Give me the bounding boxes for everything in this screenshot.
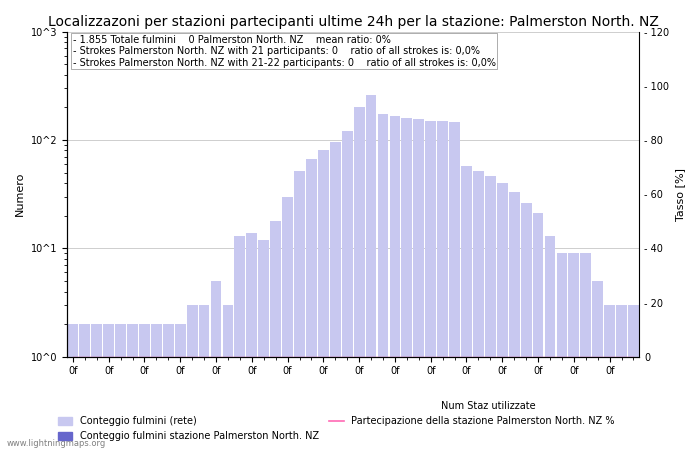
Bar — [592, 281, 603, 450]
Bar — [175, 324, 186, 450]
Bar — [258, 240, 269, 450]
Bar — [438, 121, 448, 450]
Bar — [306, 159, 317, 450]
Bar — [151, 324, 162, 450]
Bar — [365, 95, 377, 450]
Bar — [509, 192, 519, 450]
Y-axis label: Tasso [%]: Tasso [%] — [675, 168, 685, 220]
Bar — [461, 166, 472, 450]
Bar — [342, 131, 353, 450]
Bar — [414, 119, 424, 450]
Bar — [79, 324, 90, 450]
Text: - 1.855 Totale fulmini    0 Palmerston North. NZ    mean ratio: 0%
- Strokes Pal: - 1.855 Totale fulmini 0 Palmerston Nort… — [73, 35, 496, 68]
Bar — [521, 203, 531, 450]
Bar — [282, 197, 293, 450]
Bar — [163, 324, 174, 450]
Bar — [628, 305, 639, 450]
Bar — [139, 324, 150, 450]
Bar — [330, 142, 341, 450]
Bar — [127, 324, 138, 450]
Bar — [426, 121, 436, 450]
Bar — [199, 305, 209, 450]
Legend: Conteggio fulmini (rete), Conteggio fulmini stazione Palmerston North. NZ, Parte: Conteggio fulmini (rete), Conteggio fulm… — [54, 413, 619, 445]
Text: www.lightningmaps.org: www.lightningmaps.org — [7, 439, 106, 448]
Bar — [402, 118, 412, 450]
Text: Num Staz utilizzate: Num Staz utilizzate — [441, 401, 536, 411]
Bar — [497, 183, 508, 450]
Bar — [616, 305, 627, 450]
Bar — [211, 281, 221, 450]
Y-axis label: Numero: Numero — [15, 172, 25, 216]
Bar — [270, 220, 281, 450]
Bar — [580, 253, 591, 450]
Bar — [318, 150, 329, 450]
Bar — [116, 324, 126, 450]
Bar — [234, 236, 245, 450]
Bar — [377, 113, 388, 450]
Bar — [568, 253, 579, 450]
Bar — [533, 213, 543, 450]
Bar — [473, 171, 484, 450]
Bar — [354, 108, 365, 450]
Bar — [545, 236, 555, 450]
Bar — [92, 324, 102, 450]
Bar — [104, 324, 114, 450]
Bar — [223, 305, 233, 450]
Bar — [390, 117, 400, 450]
Bar — [246, 233, 257, 450]
Title: Localizzazoni per stazioni partecipanti ultime 24h per la stazione: Palmerston N: Localizzazoni per stazioni partecipanti … — [48, 15, 659, 29]
Bar — [67, 324, 78, 450]
Bar — [604, 305, 615, 450]
Bar — [556, 253, 567, 450]
Bar — [485, 176, 496, 450]
Bar — [187, 305, 197, 450]
Bar — [449, 122, 460, 450]
Bar — [294, 171, 305, 450]
